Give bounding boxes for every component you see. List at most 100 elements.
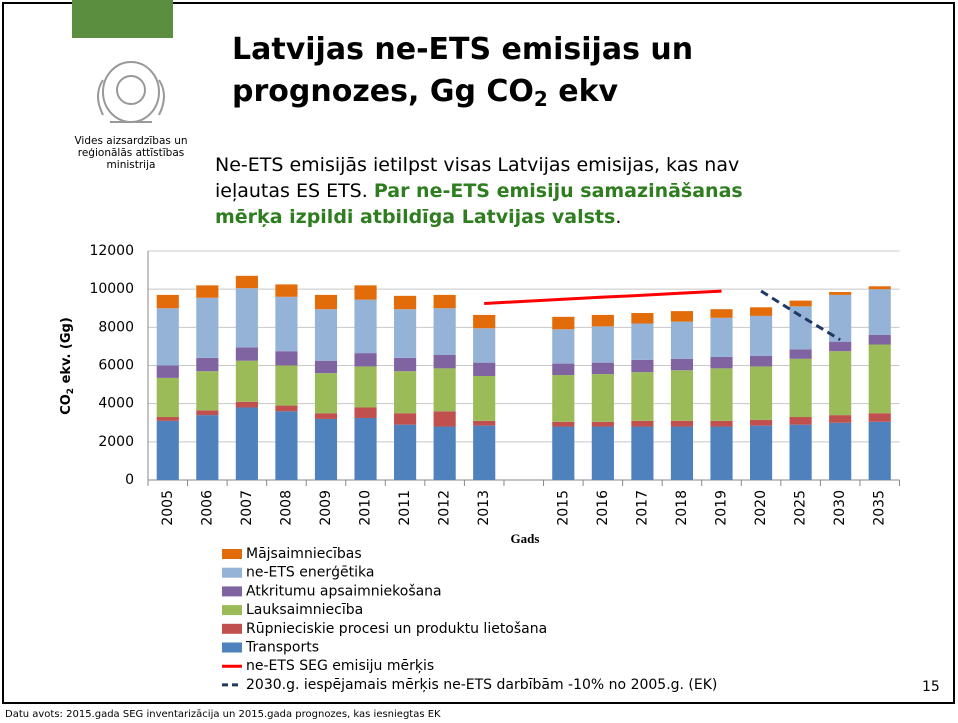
bar-segment [354, 353, 377, 367]
title: Latvijas ne-ETS emisijas un [232, 32, 693, 67]
bar-segment [235, 407, 258, 480]
bar-segment [473, 425, 496, 480]
page-number: 15 [922, 679, 940, 695]
y-tick-label: 12000 [89, 243, 134, 259]
bar-segment [552, 426, 575, 480]
bar-segment [354, 299, 377, 354]
bar-segment [314, 294, 338, 310]
subtitle-end: . [615, 206, 622, 228]
bar-segment [275, 405, 298, 412]
bar-segment [749, 315, 773, 356]
bar-segment [552, 363, 575, 376]
bar-segment [196, 285, 219, 298]
bar-segment [710, 368, 733, 421]
y-tick-label: 0 [125, 472, 134, 488]
x-tick-label: 2005 [160, 490, 176, 526]
line-series [760, 289, 841, 342]
y-label-subscript: 2 [66, 388, 76, 394]
x-tick-label: 2035 [872, 490, 888, 526]
bar-segment [670, 321, 694, 359]
bar-segment [591, 426, 614, 480]
x-tick-label: 2007 [239, 490, 255, 526]
legend-label: Transports [245, 640, 319, 656]
bar-segment [868, 413, 891, 422]
bar-segment [710, 426, 733, 480]
line-series [484, 289, 722, 305]
bar-segment [196, 357, 219, 372]
bar-segment [749, 366, 773, 420]
bar-segment [433, 411, 456, 427]
bar-segment [275, 284, 298, 297]
bar-segment [829, 351, 852, 416]
logo-bar [72, 0, 173, 38]
y-tick-label: 2000 [98, 434, 134, 450]
subtitle-text: Ne-ETS emisijās ietilpst visas Latvijas … [215, 154, 740, 202]
bar-segment [156, 308, 179, 366]
bar-segment [591, 326, 614, 363]
bar-segment [552, 375, 575, 422]
title-text: ekv [548, 74, 619, 109]
x-tick-label: 2012 [437, 490, 453, 526]
bar-segment [156, 420, 179, 480]
bar-segment [235, 288, 258, 348]
bar-segment [670, 370, 694, 421]
legend-label: Atkritumu apsaimniekošana [246, 583, 442, 599]
legend-swatch [222, 623, 242, 634]
x-tick-label: 2018 [674, 490, 690, 526]
bar-segment [710, 317, 733, 357]
bar-segment [473, 420, 496, 426]
bar-segment [235, 275, 258, 289]
ministry-text: reģionālās attīstības [78, 147, 184, 159]
bar-segment [789, 417, 812, 425]
bar-segment [314, 413, 338, 419]
x-tick-label: 2006 [199, 490, 215, 526]
bar-segment [829, 422, 852, 480]
bar-segment [473, 375, 496, 421]
bar-segment [749, 355, 773, 367]
y-tick-label: 8000 [98, 319, 134, 335]
bar-segment [235, 401, 258, 408]
bar-segment [829, 415, 852, 423]
y-tick-label: 6000 [98, 358, 134, 374]
legend-label: ne-ETS SEG emisiju mērķis [246, 658, 434, 674]
bar-segment [473, 314, 496, 329]
bar-segment [789, 424, 812, 480]
legend-swatch [222, 605, 242, 616]
bar-segment [156, 417, 179, 421]
bar-segment [868, 344, 891, 414]
bar-segment [789, 306, 812, 350]
bar-segment [196, 415, 219, 480]
slide-frame [2, 2, 955, 704]
source-note: Datu avots: 2015.gada SEG inventarizācij… [5, 709, 441, 720]
bar-segment [631, 313, 654, 324]
bar-segment [789, 349, 812, 359]
x-tick-label: 2010 [358, 490, 374, 526]
title: prognozes, Gg CO2 ekv [232, 74, 619, 111]
bar-segment [156, 377, 179, 418]
title-subscript: 2 [534, 87, 548, 111]
bar-segment [868, 289, 891, 335]
legend-label: Rūpnieciskie procesi un produktu lietoša… [246, 621, 547, 637]
x-tick-label: 2016 [595, 490, 611, 526]
bar-segment [710, 420, 733, 427]
bar-segment [314, 373, 338, 414]
bar-segment [591, 374, 614, 422]
bar-segment [354, 366, 377, 408]
legend-swatch [222, 586, 242, 597]
bar-segment [473, 362, 496, 376]
bar-segment [394, 295, 417, 310]
bar-segment [275, 296, 298, 352]
ministry-text: ministrija [107, 159, 156, 171]
bar-segment [196, 410, 219, 416]
bar-segment [354, 417, 377, 480]
bar-segment [394, 424, 417, 480]
bar-segment [749, 419, 773, 426]
x-tick-label: 2030 [832, 490, 848, 526]
x-tick-label: 2017 [634, 490, 650, 526]
bar-segment [631, 323, 654, 360]
bar-segment [829, 292, 852, 295]
legend-swatch [222, 642, 242, 653]
ministry-text: Vides aizsardzības un [74, 135, 187, 147]
title-text: prognozes, Gg CO [232, 74, 534, 109]
bar-segment [433, 308, 456, 356]
